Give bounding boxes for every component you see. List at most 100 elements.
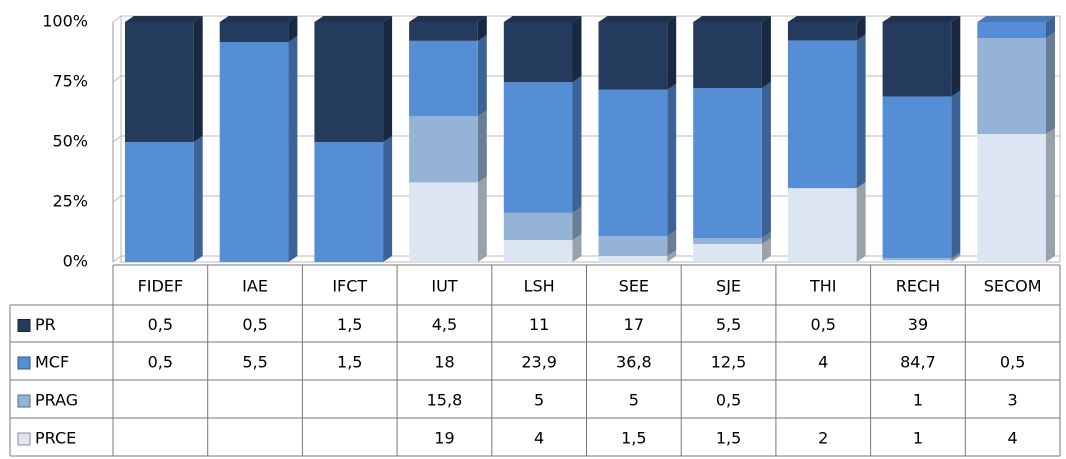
table-value: 0,5 [242, 315, 267, 334]
bar-segment [787, 40, 857, 189]
bar-side [1046, 128, 1055, 262]
table-value: 23,9 [521, 353, 557, 372]
table-value: 4 [1008, 429, 1018, 448]
table-value: 4 [818, 353, 828, 372]
bar-segment [409, 182, 478, 262]
bar-segment [503, 240, 573, 262]
bar-side [761, 82, 771, 238]
bar-side [572, 234, 582, 262]
bar-top [125, 16, 203, 22]
legend-label: PR [35, 315, 56, 334]
bar-top [693, 16, 771, 22]
table-value: 4 [534, 429, 544, 448]
bar-side [761, 16, 771, 88]
bar-top [314, 16, 393, 22]
bar-side [761, 238, 771, 262]
bar-side [477, 176, 487, 262]
bar-segment [503, 212, 573, 241]
bar-side [1046, 16, 1055, 38]
bar-segment [125, 142, 194, 262]
x-tick-label: SECOM [984, 277, 1042, 296]
table-value: 1 [913, 391, 923, 410]
table-value: 1,5 [337, 353, 362, 372]
table-value: 15,8 [427, 391, 463, 410]
y-tick-label: 25% [52, 192, 88, 211]
bar-top [409, 16, 487, 22]
bar-segment [219, 42, 289, 262]
bar-segment [409, 40, 478, 117]
table-value: 5 [534, 391, 544, 410]
bar-side [288, 36, 298, 262]
bar-segment [125, 22, 194, 142]
legend-label: PRCE [35, 429, 76, 448]
bar-segment [693, 22, 762, 88]
bar-segment [598, 256, 668, 262]
y-tick-label: 75% [52, 72, 88, 91]
bar-segment [977, 134, 1046, 262]
table-value: 36,8 [616, 353, 652, 372]
bar-side [477, 34, 487, 117]
bar-top [977, 16, 1055, 22]
bar-side [667, 250, 677, 262]
legend-swatch [17, 319, 31, 332]
bar-top [882, 16, 961, 22]
bar-segment [882, 258, 952, 261]
bar-segment [314, 22, 384, 142]
table-value: 1,5 [716, 429, 741, 448]
bar-segment [882, 260, 952, 262]
bar-side [856, 182, 866, 262]
bar-segment [598, 89, 668, 237]
bar-side [667, 83, 677, 237]
bar-segment [409, 22, 478, 41]
table-value: 84,7 [900, 353, 936, 372]
bar-segment [598, 22, 668, 90]
bar-top [503, 16, 582, 22]
bar-segment [787, 188, 857, 262]
table-value: 2 [818, 429, 828, 448]
x-tick-label: IAE [242, 277, 268, 296]
x-tick-label: IFCT [332, 277, 367, 296]
table-value: 0,5 [1000, 353, 1025, 372]
bar-side [761, 232, 771, 244]
bar-side [193, 16, 203, 142]
bar-side [1046, 32, 1055, 134]
table-value: 5 [629, 391, 639, 410]
x-tick-label: IUT [431, 277, 457, 296]
bar-side [951, 254, 961, 262]
bar-side [572, 76, 582, 213]
bar-side [193, 136, 203, 262]
bar-side [288, 16, 298, 42]
table-value: 3 [1008, 391, 1018, 410]
bar-side [951, 16, 961, 97]
bar-side [856, 34, 866, 189]
table-value: 11 [529, 315, 549, 334]
bar-segment [693, 238, 762, 244]
table-value: 12,5 [711, 353, 747, 372]
bar-side [951, 90, 961, 259]
bar-segment [598, 236, 668, 257]
bar-segment [503, 82, 573, 213]
y-tick-label: 100% [42, 12, 88, 31]
table-value: 5,5 [716, 315, 741, 334]
y-tick-label: 0% [63, 252, 88, 271]
bar-side [667, 16, 677, 90]
table-value: 0,5 [148, 353, 173, 372]
bar-top [598, 16, 677, 22]
bar-segment [503, 22, 573, 83]
table-value: 0,5 [811, 315, 836, 334]
x-tick-label: RECH [896, 277, 940, 296]
table-value: 5,5 [242, 353, 267, 372]
legend-label: PRAG [35, 391, 78, 410]
bar-side [477, 110, 487, 183]
table-value: 1 [913, 429, 923, 448]
bar-segment [882, 96, 952, 259]
table-value: 0,5 [716, 391, 741, 410]
bar-segment [219, 22, 289, 42]
bar-segment [882, 22, 952, 97]
bar-top [219, 16, 298, 22]
x-tick-label: SJE [716, 277, 741, 296]
table-value: 17 [624, 315, 644, 334]
bar-side [383, 16, 393, 142]
table-value: 1,5 [337, 315, 362, 334]
